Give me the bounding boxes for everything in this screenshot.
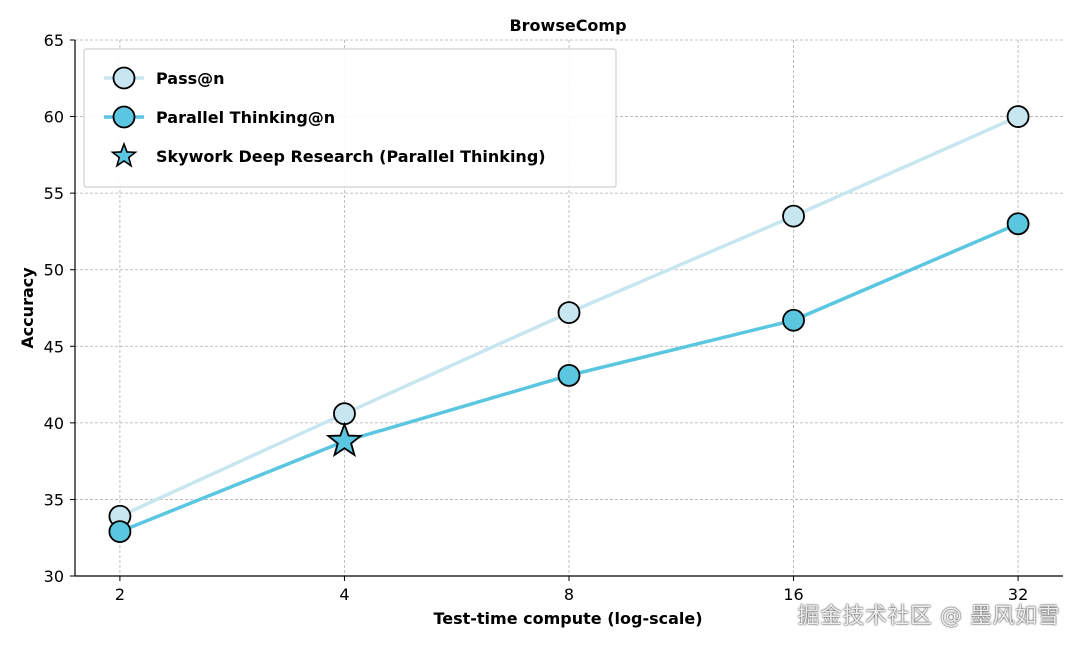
x-axis-label: Test-time compute (log-scale) xyxy=(433,609,702,628)
legend-marker xyxy=(112,66,136,90)
legend-label: Pass@n xyxy=(156,69,225,88)
y-tick-label: 40 xyxy=(44,414,64,433)
x-tick-label: 8 xyxy=(564,585,574,604)
legend-label: Skywork Deep Research (Parallel Thinking… xyxy=(156,147,546,166)
legend-marker xyxy=(112,105,136,129)
y-tick-label: 65 xyxy=(44,31,64,50)
series-lines xyxy=(108,105,1030,543)
x-tick-label: 2 xyxy=(115,585,125,604)
legend-box xyxy=(83,48,617,188)
x-tick-label: 32 xyxy=(1008,585,1028,604)
data-point xyxy=(1006,105,1030,128)
data-point xyxy=(1006,212,1030,236)
legend: Pass@n Parallel Thinking@n Skywork Deep Re… xyxy=(83,48,617,188)
y-tick-label: 35 xyxy=(44,490,64,509)
data-point xyxy=(557,301,581,324)
data-point xyxy=(333,402,356,426)
legend-label: Parallel Thinking@n xyxy=(156,108,335,127)
watermark: 掘金技术社区 @ 墨风如雪 xyxy=(797,604,1060,629)
chart-title: BrowseComp xyxy=(509,16,626,35)
y-tick-label: 50 xyxy=(44,261,64,280)
y-tick-label: 30 xyxy=(44,567,64,586)
x-tick-label: 4 xyxy=(339,585,349,604)
y-tick-label: 45 xyxy=(44,337,64,356)
y-tick-label: 60 xyxy=(44,108,64,127)
data-point xyxy=(108,520,132,543)
x-tick-label: 16 xyxy=(783,585,803,604)
legend-star-marker xyxy=(110,141,138,168)
data-point xyxy=(782,204,805,228)
y-tick-label: 55 xyxy=(44,184,64,203)
data-point xyxy=(557,363,581,387)
y-axis-label: Accuracy xyxy=(18,267,37,349)
data-point xyxy=(782,308,805,332)
axes: 30 35 40 45 50 55 60 65 2 4 8 16 32 xyxy=(44,31,1063,604)
highlight-star-marker xyxy=(325,421,364,458)
